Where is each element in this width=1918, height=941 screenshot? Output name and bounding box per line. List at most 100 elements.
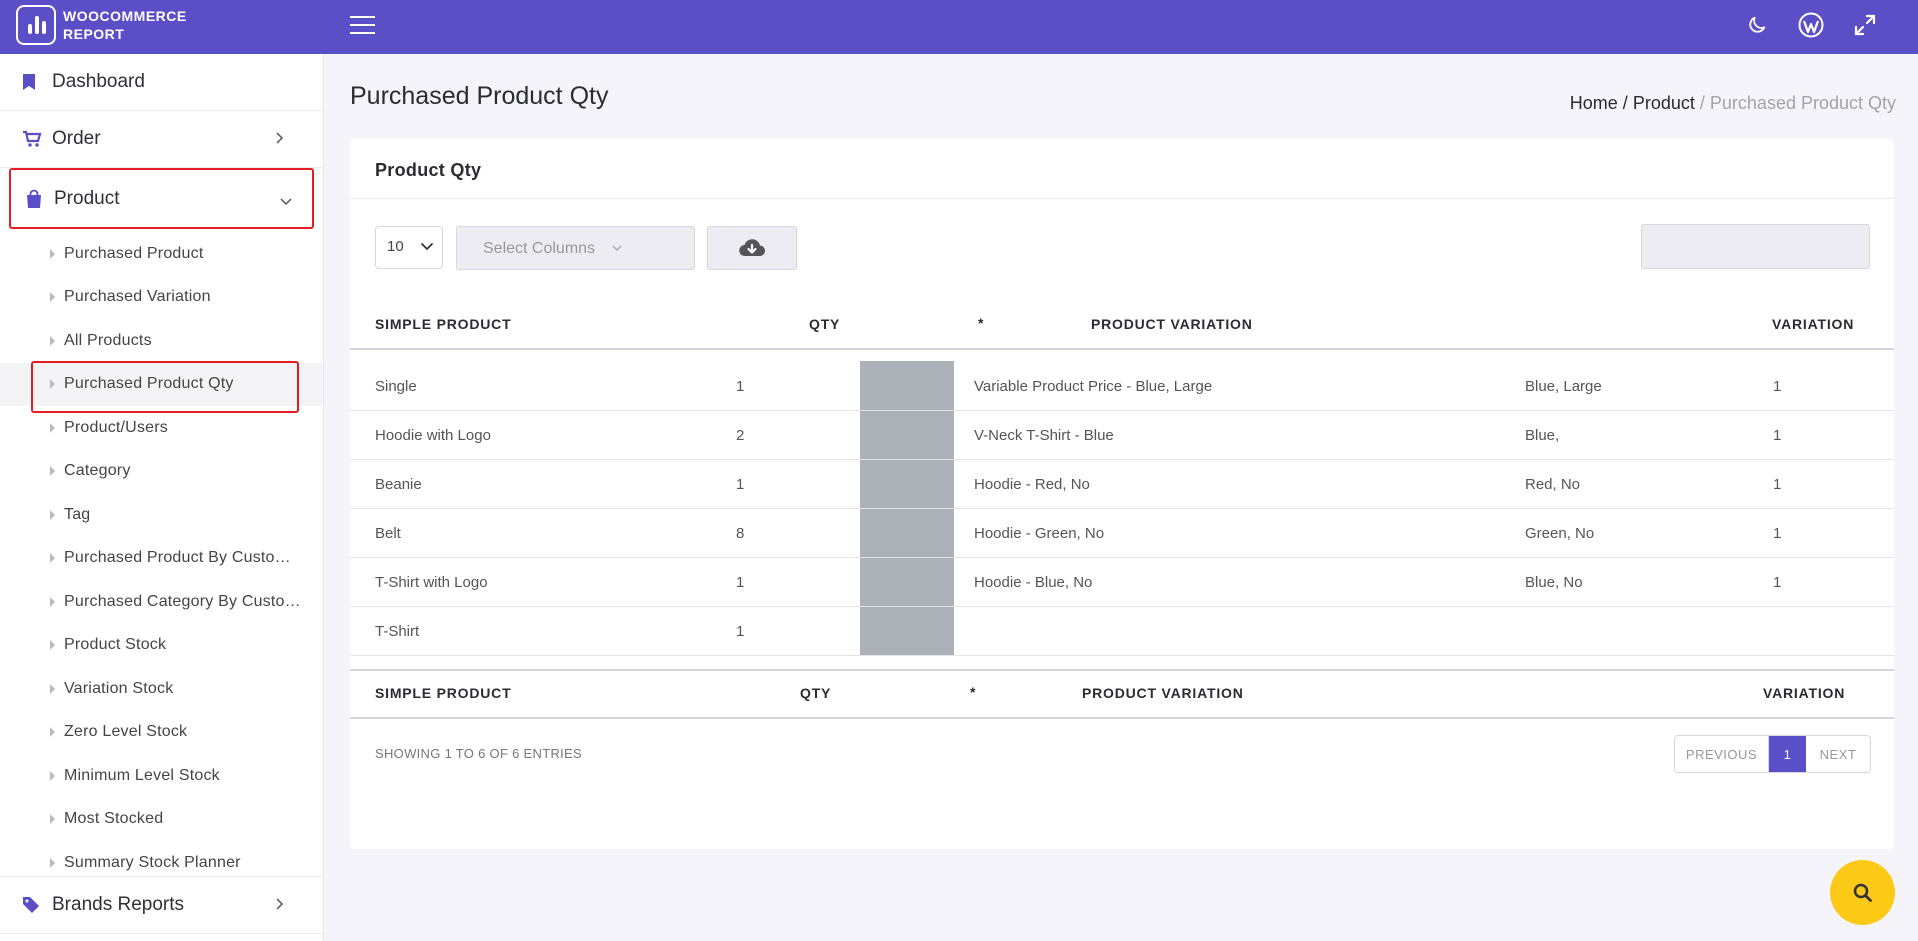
- search-icon: [1853, 883, 1872, 902]
- cell-qty: 8: [736, 525, 745, 542]
- breadcrumb-product[interactable]: Product: [1632, 93, 1695, 113]
- breadcrumb-separator: /: [1622, 93, 1628, 113]
- caret-right-icon: [50, 770, 55, 781]
- tag-icon: [22, 896, 44, 914]
- chevron-down-icon: [420, 242, 434, 251]
- sidebar-subitem-label: Minimum Level Stock: [64, 766, 220, 784]
- sidebar-subitem-label: Purchased Product: [64, 244, 204, 262]
- column-header-product-variation[interactable]: PRODUCT VARIATION: [1091, 316, 1253, 332]
- cell-qty: 2: [736, 427, 745, 444]
- footer-header-product-variation: PRODUCT VARIATION: [1082, 685, 1244, 701]
- chevron-down-icon: [612, 245, 622, 251]
- menu-icon[interactable]: [350, 16, 375, 36]
- cell-attrs: Blue,: [1525, 427, 1560, 444]
- chevron-right-icon: [275, 131, 285, 150]
- cell-qty: 1: [736, 378, 745, 395]
- next-page-button[interactable]: NEXT: [1819, 746, 1857, 762]
- sidebar-subitem[interactable]: Purchased Category By Custo…: [0, 580, 323, 624]
- column-header-variation[interactable]: VARIATION: [1772, 316, 1855, 332]
- cell-var_qty: 1: [1773, 378, 1782, 395]
- breadcrumb-separator: /: [1699, 93, 1705, 113]
- product-submenu: Purchased Product Purchased Variation All …: [0, 229, 323, 885]
- sidebar-subitem-label: Purchased Variation: [64, 288, 211, 306]
- cell-qty: 1: [736, 623, 745, 640]
- sidebar-subitem[interactable]: Product Stock: [0, 624, 323, 668]
- caret-right-icon: [50, 379, 55, 390]
- sidebar-subitem[interactable]: Summary Stock Planner: [0, 841, 323, 885]
- caret-right-icon: [50, 683, 55, 694]
- sidebar-subitem[interactable]: Purchased Variation: [0, 276, 323, 320]
- previous-page-button[interactable]: PREVIOUS: [1675, 736, 1769, 772]
- wordpress-icon[interactable]: [1798, 12, 1824, 38]
- caret-right-icon: [50, 640, 55, 651]
- breadcrumb-home[interactable]: Home: [1569, 93, 1618, 113]
- sidebar-subitem[interactable]: Purchased Product Qty: [0, 360, 323, 413]
- sidebar-item-dashboard[interactable]: Dashboard: [0, 54, 323, 111]
- card-title: Product Qty: [350, 139, 1894, 199]
- sidebar-subitem[interactable]: Variation Stock: [0, 667, 323, 711]
- cell-var_qty: 1: [1773, 476, 1782, 493]
- cell-var_qty: 1: [1773, 427, 1782, 444]
- footer-header-star: *: [970, 684, 977, 700]
- sidebar-subitem[interactable]: Most Stocked: [0, 798, 323, 842]
- footer-header-simple-product: SIMPLE PRODUCT: [375, 685, 512, 701]
- sidebar-subitem[interactable]: Tag: [0, 493, 323, 537]
- sidebar-subitem-label: Variation Stock: [64, 679, 174, 697]
- sidebar-subitem-label: Purchased Product Qty: [64, 375, 234, 393]
- sidebar-item-brands-reports[interactable]: Brands Reports: [0, 877, 323, 934]
- caret-right-icon: [50, 596, 55, 607]
- cell-variation: Hoodie - Red, No: [974, 476, 1090, 493]
- cell-product: Belt: [375, 525, 401, 542]
- entries-info: SHOWING 1 TO 6 OF 6 ENTRIES: [375, 746, 582, 761]
- sidebar-subitem[interactable]: Purchased Product By Custo…: [0, 537, 323, 581]
- sidebar-subitem[interactable]: Product/Users: [0, 406, 323, 450]
- cell-product: Beanie: [375, 476, 422, 493]
- pagination: PREVIOUS 1 NEXT: [1674, 735, 1871, 773]
- logo-line2: REPORT: [63, 26, 125, 42]
- sidebar-subitem-label: Tag: [64, 505, 91, 523]
- cloud-download-icon: [739, 239, 766, 257]
- caret-right-icon: [50, 422, 55, 433]
- column-header-qty[interactable]: QTY: [809, 316, 841, 332]
- search-input[interactable]: [1641, 224, 1870, 269]
- cell-product: Hoodie with Logo: [375, 427, 491, 444]
- sidebar-subitem[interactable]: Category: [0, 450, 323, 494]
- sidebar-subitem-label: Product Stock: [64, 636, 167, 654]
- fullscreen-icon[interactable]: [1852, 12, 1878, 38]
- page-1-button[interactable]: 1: [1769, 736, 1806, 772]
- sidebar-item-label: Order: [52, 128, 101, 149]
- caret-right-icon: [50, 814, 55, 825]
- caret-right-icon: [50, 335, 55, 346]
- sidebar-subitem[interactable]: All Products: [0, 319, 323, 363]
- breadcrumb: Home / Product / Purchased Product Qty: [1570, 93, 1896, 114]
- sidebar-subitem-label: Zero Level Stock: [64, 723, 188, 741]
- sidebar-subitem-label: Category: [64, 462, 131, 480]
- sidebar-subitem-label: Purchased Category By Custo…: [64, 592, 301, 610]
- sidebar-subitem[interactable]: Purchased Product: [0, 232, 323, 276]
- moon-icon[interactable]: [1744, 12, 1770, 38]
- product-qty-card: Product Qty 10 Select Columns SIMPLE PRO…: [350, 139, 1894, 849]
- select-columns-dropdown[interactable]: Select Columns: [456, 226, 695, 270]
- breadcrumb-current: Purchased Product Qty: [1709, 93, 1896, 113]
- cell-product: T-Shirt: [375, 623, 420, 640]
- cell-variation: V-Neck T-Shirt - Blue: [974, 427, 1114, 444]
- caret-right-icon: [50, 727, 55, 738]
- cell-attrs: Blue, No: [1525, 574, 1583, 591]
- page-length-select[interactable]: 10: [375, 226, 443, 269]
- sidebar-subitem[interactable]: Minimum Level Stock: [0, 754, 323, 798]
- download-button[interactable]: [707, 226, 797, 270]
- sidebar-subitem-label: All Products: [64, 331, 152, 349]
- cell-variation: Hoodie - Blue, No: [974, 574, 1093, 591]
- sidebar-subitem-label: Most Stocked: [64, 810, 164, 828]
- cell-var_qty: 1: [1773, 574, 1782, 591]
- sidebar-item-product[interactable]: Product: [9, 168, 314, 229]
- app-logo[interactable]: WOOCOMMERCE REPORT: [16, 5, 187, 45]
- column-header-star[interactable]: *: [978, 315, 985, 331]
- sidebar-subitem[interactable]: Zero Level Stock: [0, 711, 323, 755]
- sidebar-item-order[interactable]: Order: [0, 111, 323, 168]
- chevron-down-icon: [279, 194, 293, 212]
- search-fab-button[interactable]: [1830, 860, 1895, 925]
- column-header-simple-product[interactable]: SIMPLE PRODUCT: [375, 316, 512, 332]
- page-title: Purchased Product Qty: [350, 82, 609, 110]
- cell-attrs: Green, No: [1525, 525, 1595, 542]
